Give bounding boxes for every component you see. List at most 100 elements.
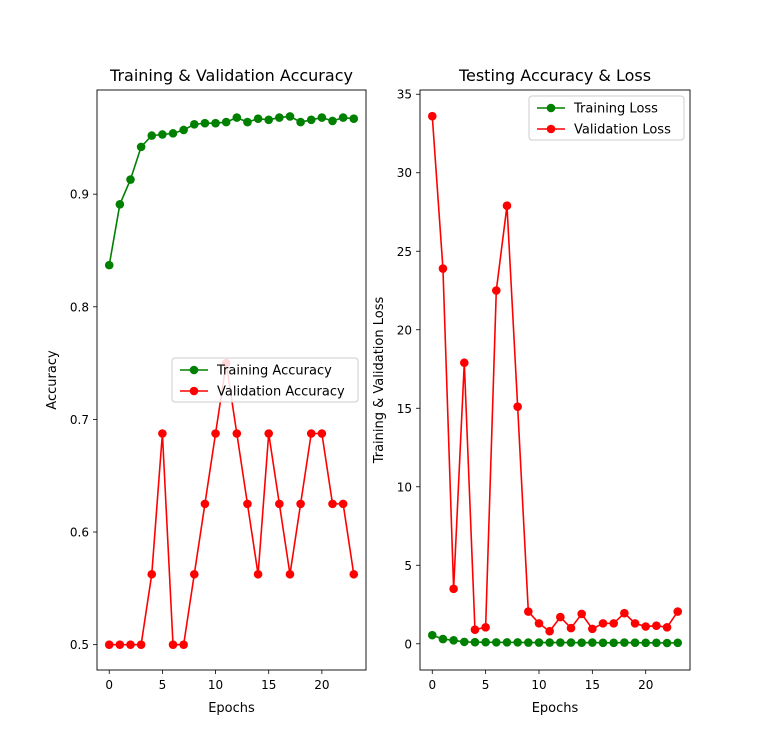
data-point [232, 429, 242, 438]
legend: Training Accuracy Validation Accuracy [171, 357, 359, 403]
x-tick-label: 5 [482, 678, 490, 692]
x-tick-label: 10 [208, 678, 223, 692]
data-point [147, 131, 157, 140]
x-axis-label: Epochs [532, 701, 579, 716]
y-tick-label: 0 [404, 637, 412, 651]
series-line-1 [431, 116, 679, 633]
data-point [179, 640, 188, 649]
legend-label: Validation Accuracy [217, 385, 345, 400]
loss-panel: Testing Accuracy & Loss 0 5 10 15 20 0 5 10 15 20 2… [372, 66, 691, 716]
data-point [577, 609, 586, 619]
data-point [136, 640, 146, 649]
data-point [296, 117, 305, 127]
data-point [189, 120, 199, 129]
data-point [296, 499, 305, 509]
data-point [673, 638, 683, 648]
data-point [328, 499, 337, 509]
x-tick-label: 10 [531, 678, 546, 692]
data-point [524, 607, 533, 616]
data-point [534, 619, 544, 628]
data-point [662, 638, 672, 648]
y-axis-label: Accuracy [45, 350, 60, 410]
data-point [147, 569, 157, 579]
x-tick-label: 20 [638, 678, 653, 692]
data-point [232, 113, 242, 122]
series-line-0 [108, 115, 354, 266]
series-line-0 [431, 634, 678, 644]
chart-title: Training & Validation Accuracy [109, 66, 353, 85]
y-tick-label: 25 [397, 245, 412, 259]
data-point [189, 569, 199, 579]
y-tick-label: 35 [397, 88, 412, 102]
plot-area [96, 89, 367, 671]
data-point [211, 429, 220, 438]
legend-label: Training Loss [573, 102, 658, 117]
data-point [438, 634, 448, 644]
data-point [652, 638, 661, 648]
data-point [598, 638, 608, 648]
data-point [588, 638, 597, 647]
data-point [620, 638, 629, 647]
legend-marker [546, 103, 556, 113]
data-point [438, 264, 448, 273]
data-point [253, 569, 263, 579]
data-point [200, 499, 210, 509]
data-point [285, 569, 295, 579]
data-point [652, 621, 661, 631]
data-point [168, 129, 178, 138]
data-point [158, 130, 167, 139]
y-tick-label: 30 [397, 166, 412, 180]
x-tick-label: 20 [314, 678, 329, 692]
data-point [168, 640, 178, 649]
data-point [158, 429, 167, 438]
data-point [427, 111, 437, 121]
data-point [243, 499, 252, 509]
series-line-1 [109, 362, 355, 646]
data-point [545, 626, 554, 636]
data-point [513, 402, 522, 411]
y-axis-label: Training & Validation Loss [372, 297, 387, 465]
legend-box [528, 95, 685, 141]
data-point [524, 638, 533, 647]
data-point [243, 117, 252, 127]
data-point [104, 260, 114, 270]
data-point [513, 638, 522, 647]
plot-area [419, 89, 691, 671]
data-point [620, 608, 629, 618]
data-point [556, 638, 565, 647]
data-point [317, 429, 327, 438]
data-point [328, 116, 337, 126]
data-point [609, 638, 618, 648]
y-tick-label: 10 [397, 480, 412, 494]
x-tick-label: 5 [159, 678, 167, 692]
x-tick-label: 15 [261, 678, 276, 692]
y-tick-label: 15 [397, 402, 412, 416]
data-point [481, 622, 490, 632]
data-point [459, 637, 469, 647]
x-tick-label: 0 [105, 678, 113, 692]
data-point [609, 619, 618, 628]
y-tick-label: 0.8 [70, 300, 89, 314]
data-point [338, 113, 348, 122]
data-point [338, 499, 348, 509]
chart-title: Testing Accuracy & Loss [458, 66, 651, 85]
data-point [566, 638, 576, 647]
data-point [221, 117, 231, 127]
data-point [317, 113, 327, 122]
data-point [253, 114, 263, 124]
data-point [502, 638, 512, 647]
data-point [673, 607, 683, 616]
data-point [275, 113, 284, 122]
data-point [104, 640, 114, 649]
data-point [200, 118, 210, 128]
data-point [349, 114, 359, 124]
data-point [492, 286, 501, 295]
legend-label: Training Accuracy [216, 364, 332, 379]
data-point [126, 640, 135, 649]
x-axis-label: Epochs [208, 701, 255, 716]
data-point [481, 637, 490, 647]
data-point [459, 358, 469, 368]
legend-marker [189, 365, 199, 375]
data-point [211, 118, 220, 128]
